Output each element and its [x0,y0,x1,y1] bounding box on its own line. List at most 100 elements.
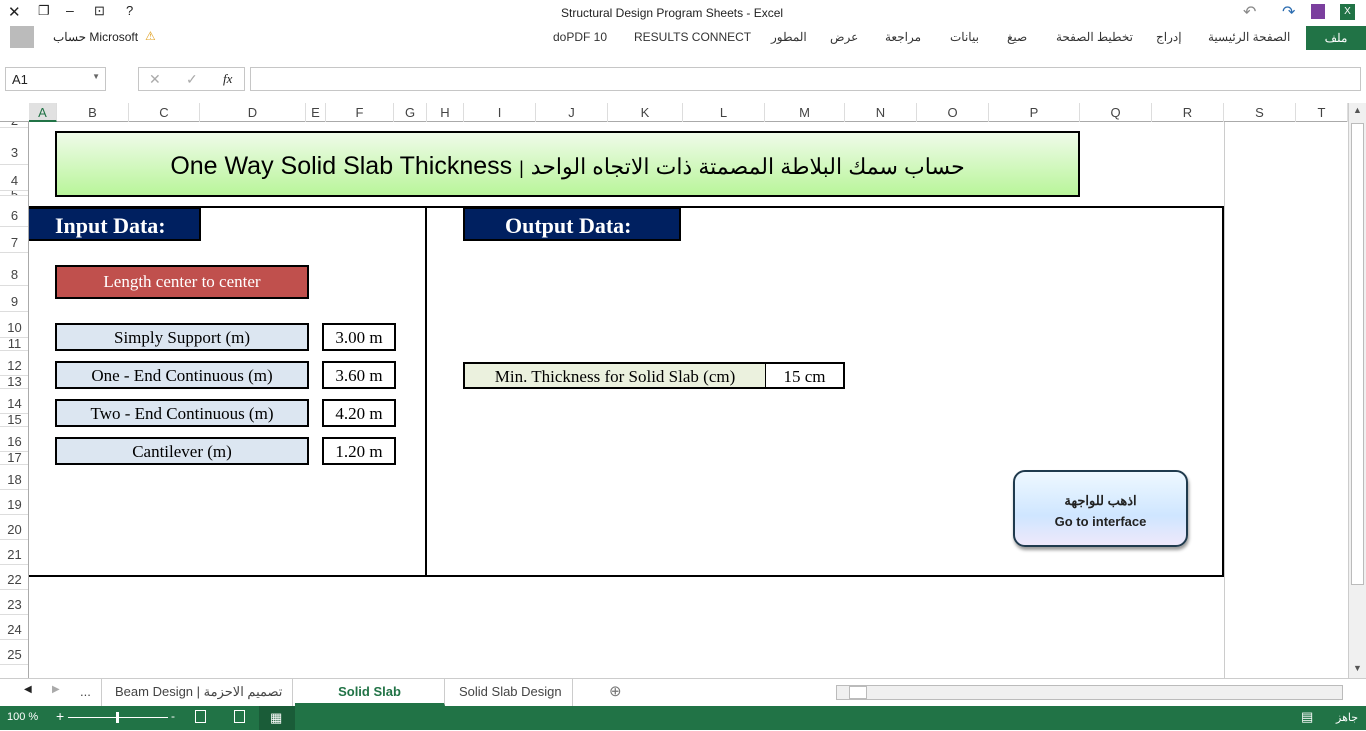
scroll-up-icon[interactable]: ▲ [1353,105,1362,115]
column-header-F[interactable]: F [326,103,394,122]
column-header-M[interactable]: M [765,103,845,122]
scroll-thumb[interactable] [1351,123,1364,585]
horizontal-scrollbar[interactable] [836,685,1343,700]
row-header-14[interactable]: 14 [0,389,28,414]
row-header-25[interactable]: 25 [0,640,28,665]
h-scroll-thumb[interactable] [849,686,867,699]
zoom-level[interactable]: 100 % [7,711,39,723]
tab-results-connect[interactable]: RESULTS CONNECT [634,30,752,44]
ribbon-display-icon[interactable]: ⊡ [94,3,105,18]
scroll-down-icon[interactable]: ▼ [1353,663,1362,673]
column-header-H[interactable]: H [427,103,464,122]
tab-home[interactable]: الصفحة الرئيسية [1208,30,1291,44]
cancel-icon[interactable]: ✕ [149,71,161,87]
formula-input[interactable] [250,67,1361,91]
tab-page-layout[interactable]: تخطيط الصفحة [1056,30,1133,44]
column-header-A[interactable]: A [29,103,57,122]
column-header-G[interactable]: G [394,103,427,122]
column-header-I[interactable]: I [464,103,536,122]
prev-sheet-icon[interactable]: ◀ [24,684,32,695]
tab-view[interactable]: عرض [830,30,859,44]
zoom-slider-thumb[interactable] [116,712,119,723]
column-header-D[interactable]: D [200,103,306,122]
zoom-in-icon[interactable]: + [56,708,65,724]
column-header-K[interactable]: K [608,103,683,122]
zoom-out-icon[interactable]: - [171,709,175,723]
restore-icon[interactable]: ❐ [38,3,50,18]
input-value-one-end[interactable]: 3.60 m [322,361,396,389]
input-value-simply-support[interactable]: 3.00 m [322,323,396,351]
account-label[interactable]: حساب Microsoft [53,30,139,44]
row-header-21[interactable]: 21 [0,540,28,565]
column-header-L[interactable]: L [683,103,765,122]
row-header-13[interactable]: 13 [0,376,28,389]
column-header-T[interactable]: T [1296,103,1348,122]
title-banner: One Way Solid Slab Thickness | حساب سمك … [55,131,1080,197]
row-header-15[interactable]: 15 [0,414,28,427]
row-header-7[interactable]: 7 [0,227,28,253]
tab-solid-slab-design[interactable]: Solid Slab Design [449,679,573,706]
column-header-E[interactable]: E [306,103,326,122]
tab-insert[interactable]: إدراج [1156,30,1182,44]
row-header-2[interactable]: 2 [0,122,28,128]
row-header-16[interactable]: 16 [0,427,28,452]
close-icon[interactable]: ✕ [8,4,21,21]
next-sheet-icon[interactable]: ▶ [52,684,60,695]
row-header-24[interactable]: 24 [0,615,28,640]
input-label-cantilever: Cantilever (m) [55,437,309,465]
column-header-O[interactable]: O [917,103,989,122]
row-header-11[interactable]: 11 [0,338,28,351]
goto-arabic: اذهب للواجهة [1064,493,1137,508]
page-break-view-icon[interactable] [234,710,245,723]
tab-solid-slab-thickness[interactable]: Solid Slab Thickness [295,679,445,725]
macro-record-icon[interactable]: ▤ [1301,709,1314,724]
page-layout-view-icon[interactable] [195,710,206,723]
undo-icon[interactable]: ↶ [1243,4,1257,21]
row-header-12[interactable]: 12 [0,351,28,376]
tab-beam-design[interactable]: Beam Design | تصميم الاحزمة [105,679,294,706]
input-value-two-end[interactable]: 4.20 m [322,399,396,427]
row-header-5[interactable]: 5 [0,191,28,196]
redo-icon[interactable]: ↷ [1282,4,1296,21]
vertical-scrollbar[interactable]: ▲ ▼ [1348,103,1366,678]
row-header-17[interactable]: 17 [0,452,28,465]
column-header-P[interactable]: P [989,103,1080,122]
row-header-18[interactable]: 18 [0,465,28,490]
help-icon[interactable]: ? [126,3,134,18]
enter-icon[interactable]: ✓ [186,71,198,87]
row-header-19[interactable]: 19 [0,490,28,515]
insert-function-icon[interactable]: fx [223,71,233,86]
row-header-20[interactable]: 20 [0,515,28,540]
row-header-6[interactable]: 6 [0,196,28,227]
avatar[interactable] [10,26,34,48]
save-icon[interactable] [1311,4,1325,19]
column-header-J[interactable]: J [536,103,608,122]
name-box[interactable]: A1 ▼ [5,67,106,91]
column-header-R[interactable]: R [1152,103,1224,122]
tab-data[interactable]: بيانات [950,30,979,44]
minimize-icon[interactable]: – [66,2,74,18]
column-header-S[interactable]: S [1224,103,1296,122]
column-header-B[interactable]: B [57,103,129,122]
tab-dopdf[interactable]: doPDF 10 [553,30,608,44]
tab-file[interactable]: ملف [1306,26,1366,50]
sheet-tabs-bar: ◀ ▶ ... Beam Design | تصميم الاحزمة Soli… [0,678,1366,725]
normal-view-icon[interactable]: ▦ [259,706,295,730]
add-sheet-icon[interactable]: ⊕ [609,683,622,700]
tab-formulas[interactable]: صيغ [1007,30,1028,44]
go-to-interface-button[interactable]: اذهب للواجهة Go to interface [1013,470,1188,547]
tab-developer[interactable]: المطور [771,30,807,44]
row-header-9[interactable]: 9 [0,286,28,312]
input-value-cantilever[interactable]: 1.20 m [322,437,396,465]
row-header-3[interactable]: 3 [0,128,28,165]
tab-review[interactable]: مراجعة [885,30,922,44]
column-header-C[interactable]: C [129,103,200,122]
row-header-8[interactable]: 8 [0,253,28,286]
row-header-22[interactable]: 22 [0,565,28,590]
row-header-4[interactable]: 4 [0,165,28,191]
row-header-23[interactable]: 23 [0,590,28,615]
more-sheets[interactable]: ... [70,679,102,706]
row-header-10[interactable]: 10 [0,312,28,338]
column-header-Q[interactable]: Q [1080,103,1152,122]
column-header-N[interactable]: N [845,103,917,122]
